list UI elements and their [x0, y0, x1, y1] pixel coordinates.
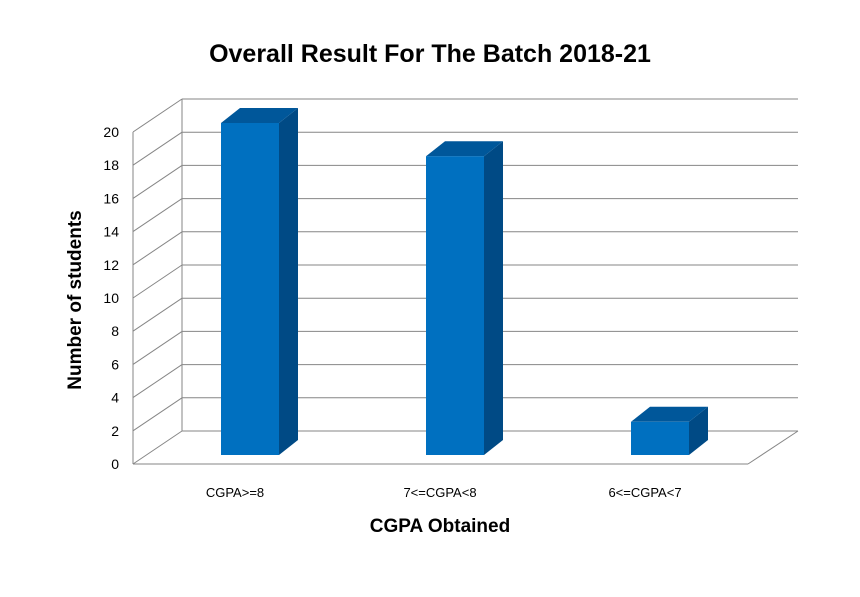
- gridline-diagonal: [132, 397, 183, 432]
- x-tick-label: 6<=CGPA<7: [608, 485, 681, 500]
- gridline-diagonal: [132, 330, 183, 365]
- gridline-diagonal: [132, 131, 183, 166]
- gridline-diagonal: [132, 164, 183, 199]
- y-tick-label: 20: [103, 124, 119, 140]
- bar: [426, 141, 503, 455]
- chart-title: Overall Result For The Batch 2018-21: [209, 40, 651, 68]
- gridline-diagonal: [132, 297, 183, 332]
- x-tick-label: CGPA>=8: [206, 485, 264, 500]
- bar-side: [484, 141, 503, 455]
- gridline-diagonal: [132, 364, 183, 399]
- y-tick-label: 4: [111, 390, 119, 406]
- bar: [631, 406, 708, 455]
- y-tick-label: 18: [103, 157, 119, 173]
- bar-front: [221, 123, 279, 455]
- bar-top: [221, 108, 298, 123]
- gridline-diagonal: [132, 98, 183, 133]
- bar-front: [426, 156, 484, 455]
- bar: [221, 108, 298, 455]
- x-axis-label: CGPA Obtained: [369, 516, 511, 537]
- bars: [221, 108, 708, 455]
- x-tick-label: 7<=CGPA<8: [403, 485, 476, 500]
- bar-front: [631, 421, 689, 455]
- bar-top: [631, 406, 708, 422]
- bar-side: [279, 108, 298, 455]
- y-tick-label: 10: [103, 290, 119, 306]
- y-tick-label: 12: [103, 257, 119, 273]
- y-tick-label: 14: [103, 224, 119, 240]
- gridline-diagonal: [132, 430, 183, 465]
- y-tick-label: 0: [111, 456, 119, 472]
- gridline-diagonal: [132, 264, 183, 299]
- y-tick-label: 16: [103, 190, 119, 206]
- bar-side: [689, 406, 708, 455]
- x-tick-labels: CGPA>=8 7<=CGPA<8 6<=CGPA<7: [206, 485, 682, 500]
- bar-top: [426, 141, 503, 157]
- y-tick-label: 6: [111, 356, 119, 372]
- gridline-diagonal: [132, 198, 183, 233]
- gridline-diagonal: [132, 231, 183, 266]
- floor-right-edge: [747, 430, 799, 465]
- y-tick-labels: 0 2 4 6 8 10 12 14 16 18 20: [103, 124, 119, 472]
- y-tick-label: 2: [111, 423, 119, 439]
- y-tick-label: 8: [111, 323, 119, 339]
